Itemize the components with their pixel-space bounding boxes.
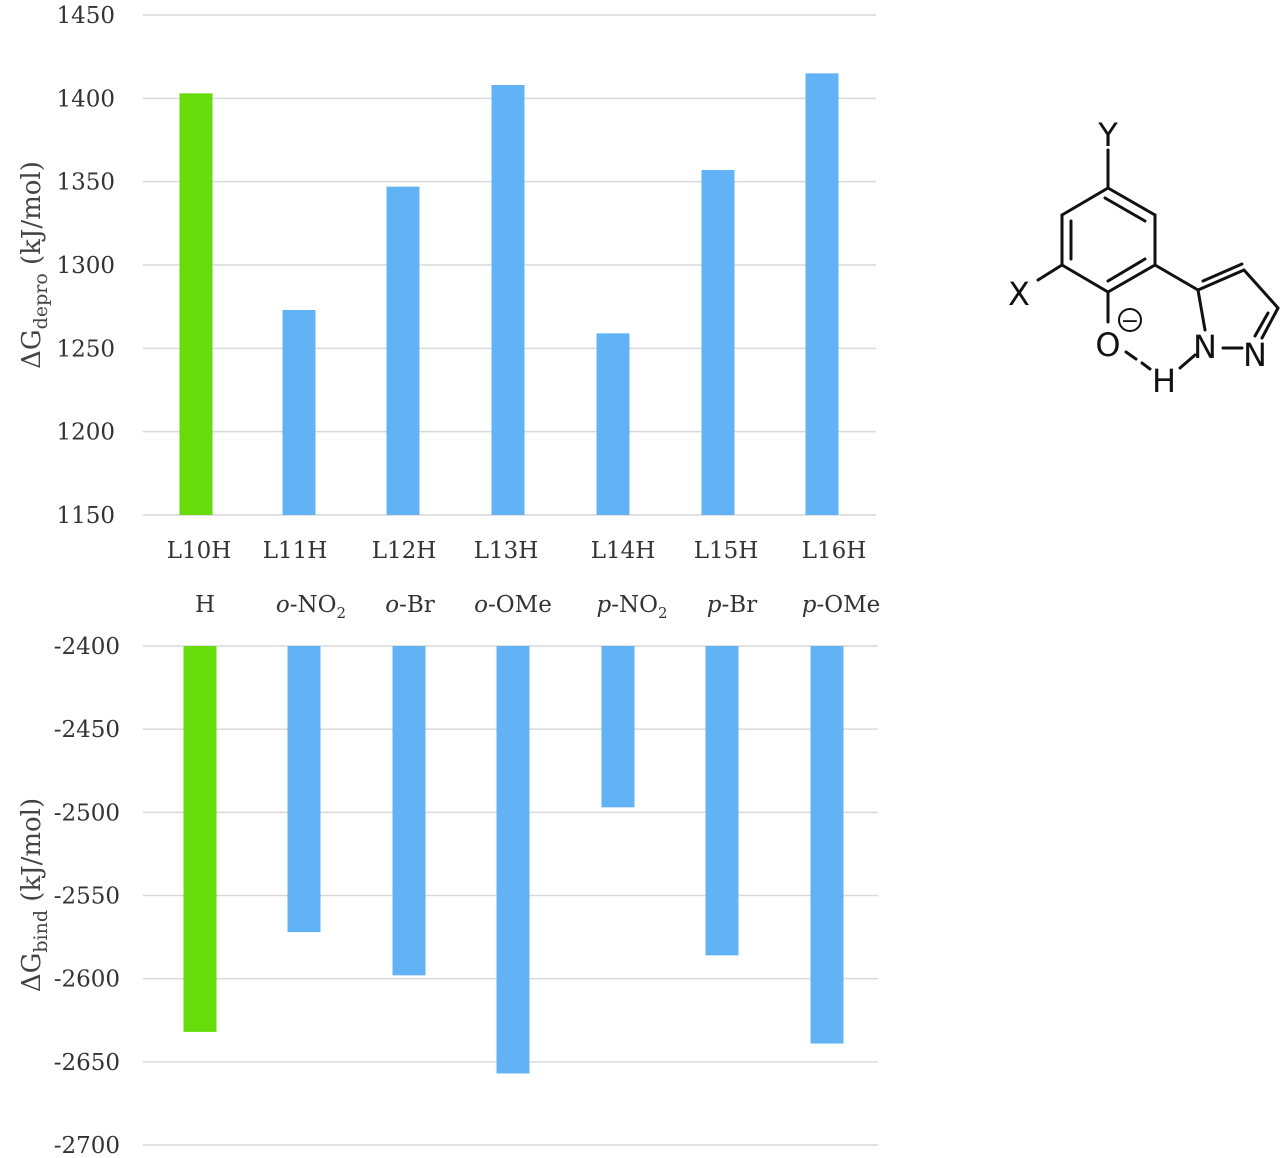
bar <box>491 85 525 515</box>
atom-X: X <box>1008 275 1030 313</box>
y-tick-label: -2400 <box>54 634 120 660</box>
bar <box>601 646 635 808</box>
atom-N1: N <box>1193 328 1217 366</box>
pyrazole-double-bond <box>1201 262 1244 283</box>
bond-N-H <box>1178 353 1197 370</box>
negative-charge-circle <box>1118 308 1142 332</box>
y-tick-label: 1400 <box>56 86 115 112</box>
substituent-label: o-Br <box>385 592 435 618</box>
x-tick-label: L12H <box>372 538 437 564</box>
y-tick-label: 1350 <box>56 170 115 196</box>
ring-double-bond <box>1103 196 1147 223</box>
substituent-label: p-Br <box>707 592 757 618</box>
substituent-label: o-NO2 <box>276 592 346 622</box>
x-tick-label: L11H <box>263 538 328 564</box>
hydrogen-bond-dash <box>1124 350 1138 361</box>
deprotonation-chart: 1450 1400 1350 1300 1250 1200 1150 ΔGdepro (kJ/… <box>17 3 876 529</box>
ring-double-bond <box>1106 257 1147 283</box>
atom-O: O <box>1095 326 1120 364</box>
x-tick-label: L10H <box>167 538 232 564</box>
y-tick-label: 1200 <box>56 420 115 446</box>
bar <box>386 186 420 515</box>
binding-chart: -2400 -2450 -2500 -2550 -2600 -2650 -2700 ΔGbin… <box>17 634 878 1158</box>
atom-Y: Y <box>1097 116 1118 154</box>
bar <box>282 310 316 515</box>
category-labels: L10H L11H L12H L13H L14H L15H L16H H o-NO2 o-Br o-… <box>167 538 881 622</box>
bar <box>496 646 530 1074</box>
bar <box>805 73 839 515</box>
y-tick-label: 1150 <box>56 503 115 529</box>
y-tick-label: 1250 <box>56 336 115 362</box>
y-tick-label: -2450 <box>54 717 120 743</box>
pyrazole-double-bond <box>1253 311 1270 338</box>
hydrogen-bond-dash <box>1140 361 1152 371</box>
atom-N2: N <box>1243 336 1267 374</box>
bar <box>701 170 735 515</box>
structure-atoms: Y X O − H N N <box>1008 116 1267 400</box>
bar <box>705 646 739 956</box>
ring-bond <box>1106 263 1157 294</box>
bar <box>596 333 630 515</box>
x-tick-label: L15H <box>694 538 759 564</box>
pyrazole-bond <box>1196 288 1207 332</box>
pyrazole-bond <box>1196 268 1246 292</box>
bar <box>810 646 844 1044</box>
y-axis-label: ΔGbind (kJ/mol) <box>17 798 52 992</box>
bar <box>392 646 426 976</box>
substituent-label: o-OMe <box>474 592 552 618</box>
bar <box>287 646 321 933</box>
ring-bond <box>1060 186 1110 217</box>
ring-bond <box>1106 186 1157 217</box>
charge-sign: − <box>1121 309 1139 334</box>
y-axis-label: ΔGdepro (kJ/mol) <box>17 161 52 369</box>
y-tick-label: -2650 <box>54 1050 120 1076</box>
substituent-label: p-OMe <box>802 592 881 618</box>
pyrazole-bond <box>1260 306 1280 340</box>
bond-pyrazole <box>1153 263 1200 292</box>
pyrazole-bond <box>1242 268 1280 310</box>
y-tick-label: 1300 <box>56 253 115 279</box>
ligand-structure-diagram <box>1036 148 1280 371</box>
ring-bond <box>1060 263 1110 294</box>
x-tick-label: L16H <box>802 538 867 564</box>
x-tick-label: L13H <box>474 538 539 564</box>
y-tick-label: -2700 <box>54 1133 120 1158</box>
y-tick-label: -2500 <box>54 800 120 826</box>
x-tick-label: L14H <box>591 538 656 564</box>
bar <box>183 646 217 1032</box>
substituent-label: p-NO2 <box>596 592 667 622</box>
y-tick-label: 1450 <box>56 3 115 29</box>
bond-X <box>1036 263 1064 282</box>
atom-H: H <box>1152 362 1176 400</box>
substituent-label: H <box>195 592 215 618</box>
bar <box>179 93 213 515</box>
y-tick-label: -2600 <box>54 967 120 993</box>
y-tick-label: -2550 <box>54 884 120 910</box>
